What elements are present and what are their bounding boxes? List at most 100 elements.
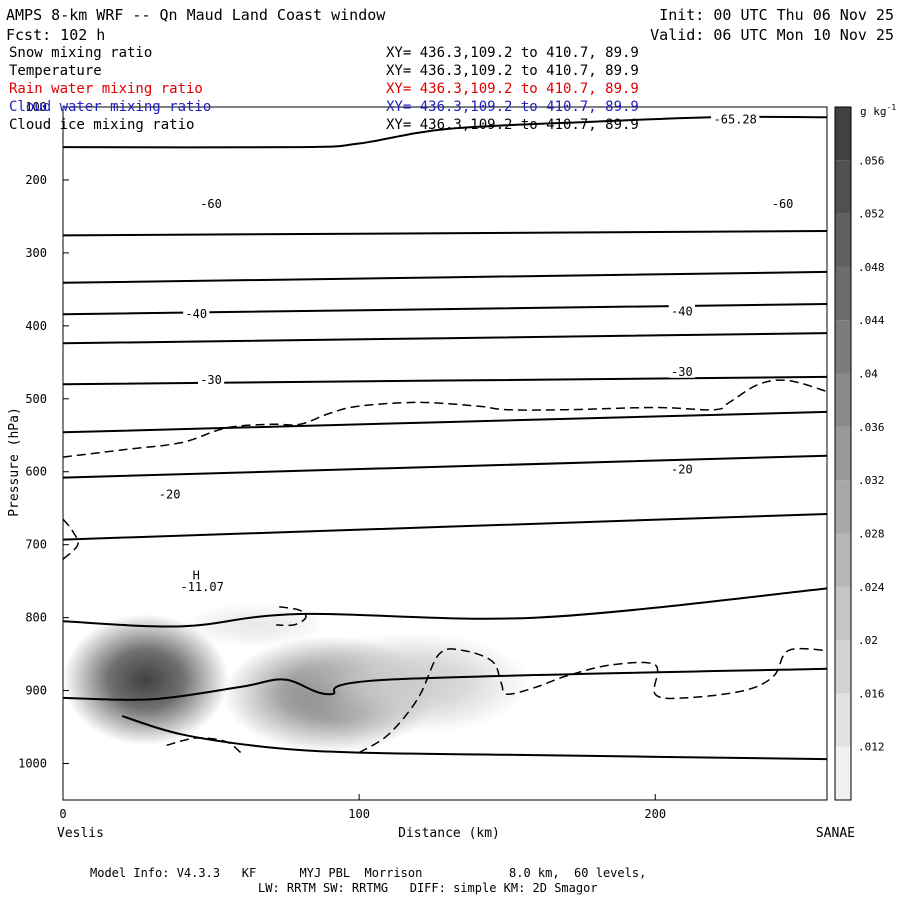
contour-labels: -65.28 -60 -60 -40 -40 -30 -30 -20 -20 -11.07H [156,112,796,594]
colorbar-tick-label: .036 [858,421,885,434]
end-location-label: SANAE [816,826,855,841]
cloud-water-contour [166,737,242,754]
contour-label-bg [197,372,225,386]
colorbar-tick-label: .012 [858,741,885,754]
colorbar-tick-label: .028 [858,527,885,540]
colorbar-swatch [835,640,851,694]
colorbar-swatch [835,693,851,747]
field-name: Cloud water mixing ratio [9,99,211,115]
colorbar-unit-base: g kg [860,105,887,118]
colorbar-tick-label: .032 [858,474,885,487]
forecast-hour: Fcst: 102 h [6,26,105,44]
colorbar-ticks: .012 .016 .02 .024 .028 .032 .036 .04 .044 .048 .0… [858,154,885,753]
figure-title: AMPS 8-km WRF -- Qn Maud Land Coast wind… [6,6,386,24]
start-location-label: Veslis [57,826,104,841]
colorbar-swatches [835,107,851,800]
x-tick-label: 200 [644,807,666,821]
cloud-water-contour [62,379,828,458]
temperature-contour [62,587,828,628]
field-legend: Snow mixing ratio XY= 436.3,109.2 to 410.… [9,45,639,133]
y-tick-label: 500 [25,392,47,406]
x-axis-label: Distance (km) [398,826,500,841]
colorbar-swatch [835,320,851,374]
y-tick-label: 300 [25,246,47,260]
colorbar-tick-label: .04 [858,368,878,381]
colorbar-frame [834,106,852,801]
colorbar-swatch [835,746,851,800]
field-name: Cloud ice mixing ratio [9,117,194,133]
contour-label-bg [156,487,183,501]
field-xy: XY= 436.3,109.2 to 410.7, 89.9 [386,45,639,61]
temperature-contour [62,667,828,701]
high-marker: H [193,568,200,582]
temperature-contour [62,230,828,237]
contour-label: -11.07 [180,580,223,594]
axes: 100 200 300 400 500 600 700 800 900 1000 0 100 200 [18,100,666,821]
contour-label-bg [668,304,695,318]
field-xy: XY= 436.3,109.2 to 410.7, 89.9 [386,99,639,115]
init-time: Init: 00 UTC Thu 06 Nov 25 [659,6,894,24]
contour-label: -65.28 [714,112,757,126]
temperature-contour [62,410,828,434]
valid-time: Valid: 06 UTC Mon 10 Nov 25 [650,26,894,44]
temperature-contour [62,375,828,386]
temperature-contour [62,454,828,479]
colorbar-tick-label: .044 [858,314,885,327]
colorbar-swatch [835,480,851,534]
colorbar-tick-label: .024 [858,581,885,594]
colorbar-swatch [835,533,851,587]
colorbar-swatch [835,373,851,427]
colorbar-unit: g kg-1 [860,103,896,118]
y-tick-label: 100 [25,100,47,114]
snow-shading-layer [63,603,531,753]
contour-label-bg [183,307,210,321]
cloud-water-contour [358,647,828,754]
field-name: Temperature [9,63,102,79]
contour-label-bg [769,197,796,211]
snow-maximum-blob [293,632,531,735]
y-tick-label: 400 [25,319,47,333]
y-tick-label: 800 [25,611,47,625]
y-axis-label: Pressure (hPa) [7,407,22,517]
contour-label-bg [668,462,695,476]
cloud-water-contour [62,518,79,560]
contour-label: -30 [200,373,222,387]
colorbar-tick-label: .052 [858,208,885,221]
colorbar-tick-label: .056 [858,154,885,167]
x-tick-label: 0 [59,807,66,821]
cloud-dashed-contours [62,379,828,754]
field-xy: XY= 436.3,109.2 to 410.7, 89.9 [386,117,639,133]
field-name: Snow mixing ratio [9,45,152,61]
field-xy: XY= 436.3,109.2 to 410.7, 89.9 [386,63,639,79]
colorbar: .012 .016 .02 .024 .028 .032 .036 .04 .044 .048 .0… [834,103,896,801]
contour-label: -30 [671,365,693,379]
contour-label: -20 [671,463,693,477]
colorbar-swatch [835,586,851,641]
y-tick-label: 900 [25,684,47,698]
temperature-contour [62,332,828,345]
y-tick-label: 700 [25,538,47,552]
contour-label: -60 [200,197,222,211]
contour-label-bg [177,579,227,593]
colorbar-tick-label: .016 [858,687,885,700]
y-tick-label: 1000 [18,757,47,771]
colorbar-tick-label: .048 [858,261,885,274]
contour-label-bg [711,112,760,126]
field-name: Rain water mixing ratio [9,81,203,97]
colorbar-swatch [835,160,851,214]
y-tick-label: 200 [25,173,47,187]
field-xy: XY= 436.3,109.2 to 410.7, 89.9 [386,81,639,97]
temperature-contour [62,303,828,316]
contour-label-bg [668,364,695,378]
colorbar-swatch [835,107,851,161]
contour-label: -40 [671,304,693,318]
contour-label: -40 [185,307,207,321]
colorbar-swatch [835,426,851,481]
contour-label: -20 [159,487,181,501]
contour-label: -60 [772,197,794,211]
colorbar-swatch [835,213,851,267]
model-info-line2: LW: RRTM SW: RRTMG DIFF: simple KM: 2D S… [258,881,598,895]
model-info-line1: Model Info: V4.3.3 KF MYJ PBL Morrison 8… [90,866,646,880]
temperature-contour [62,513,828,541]
